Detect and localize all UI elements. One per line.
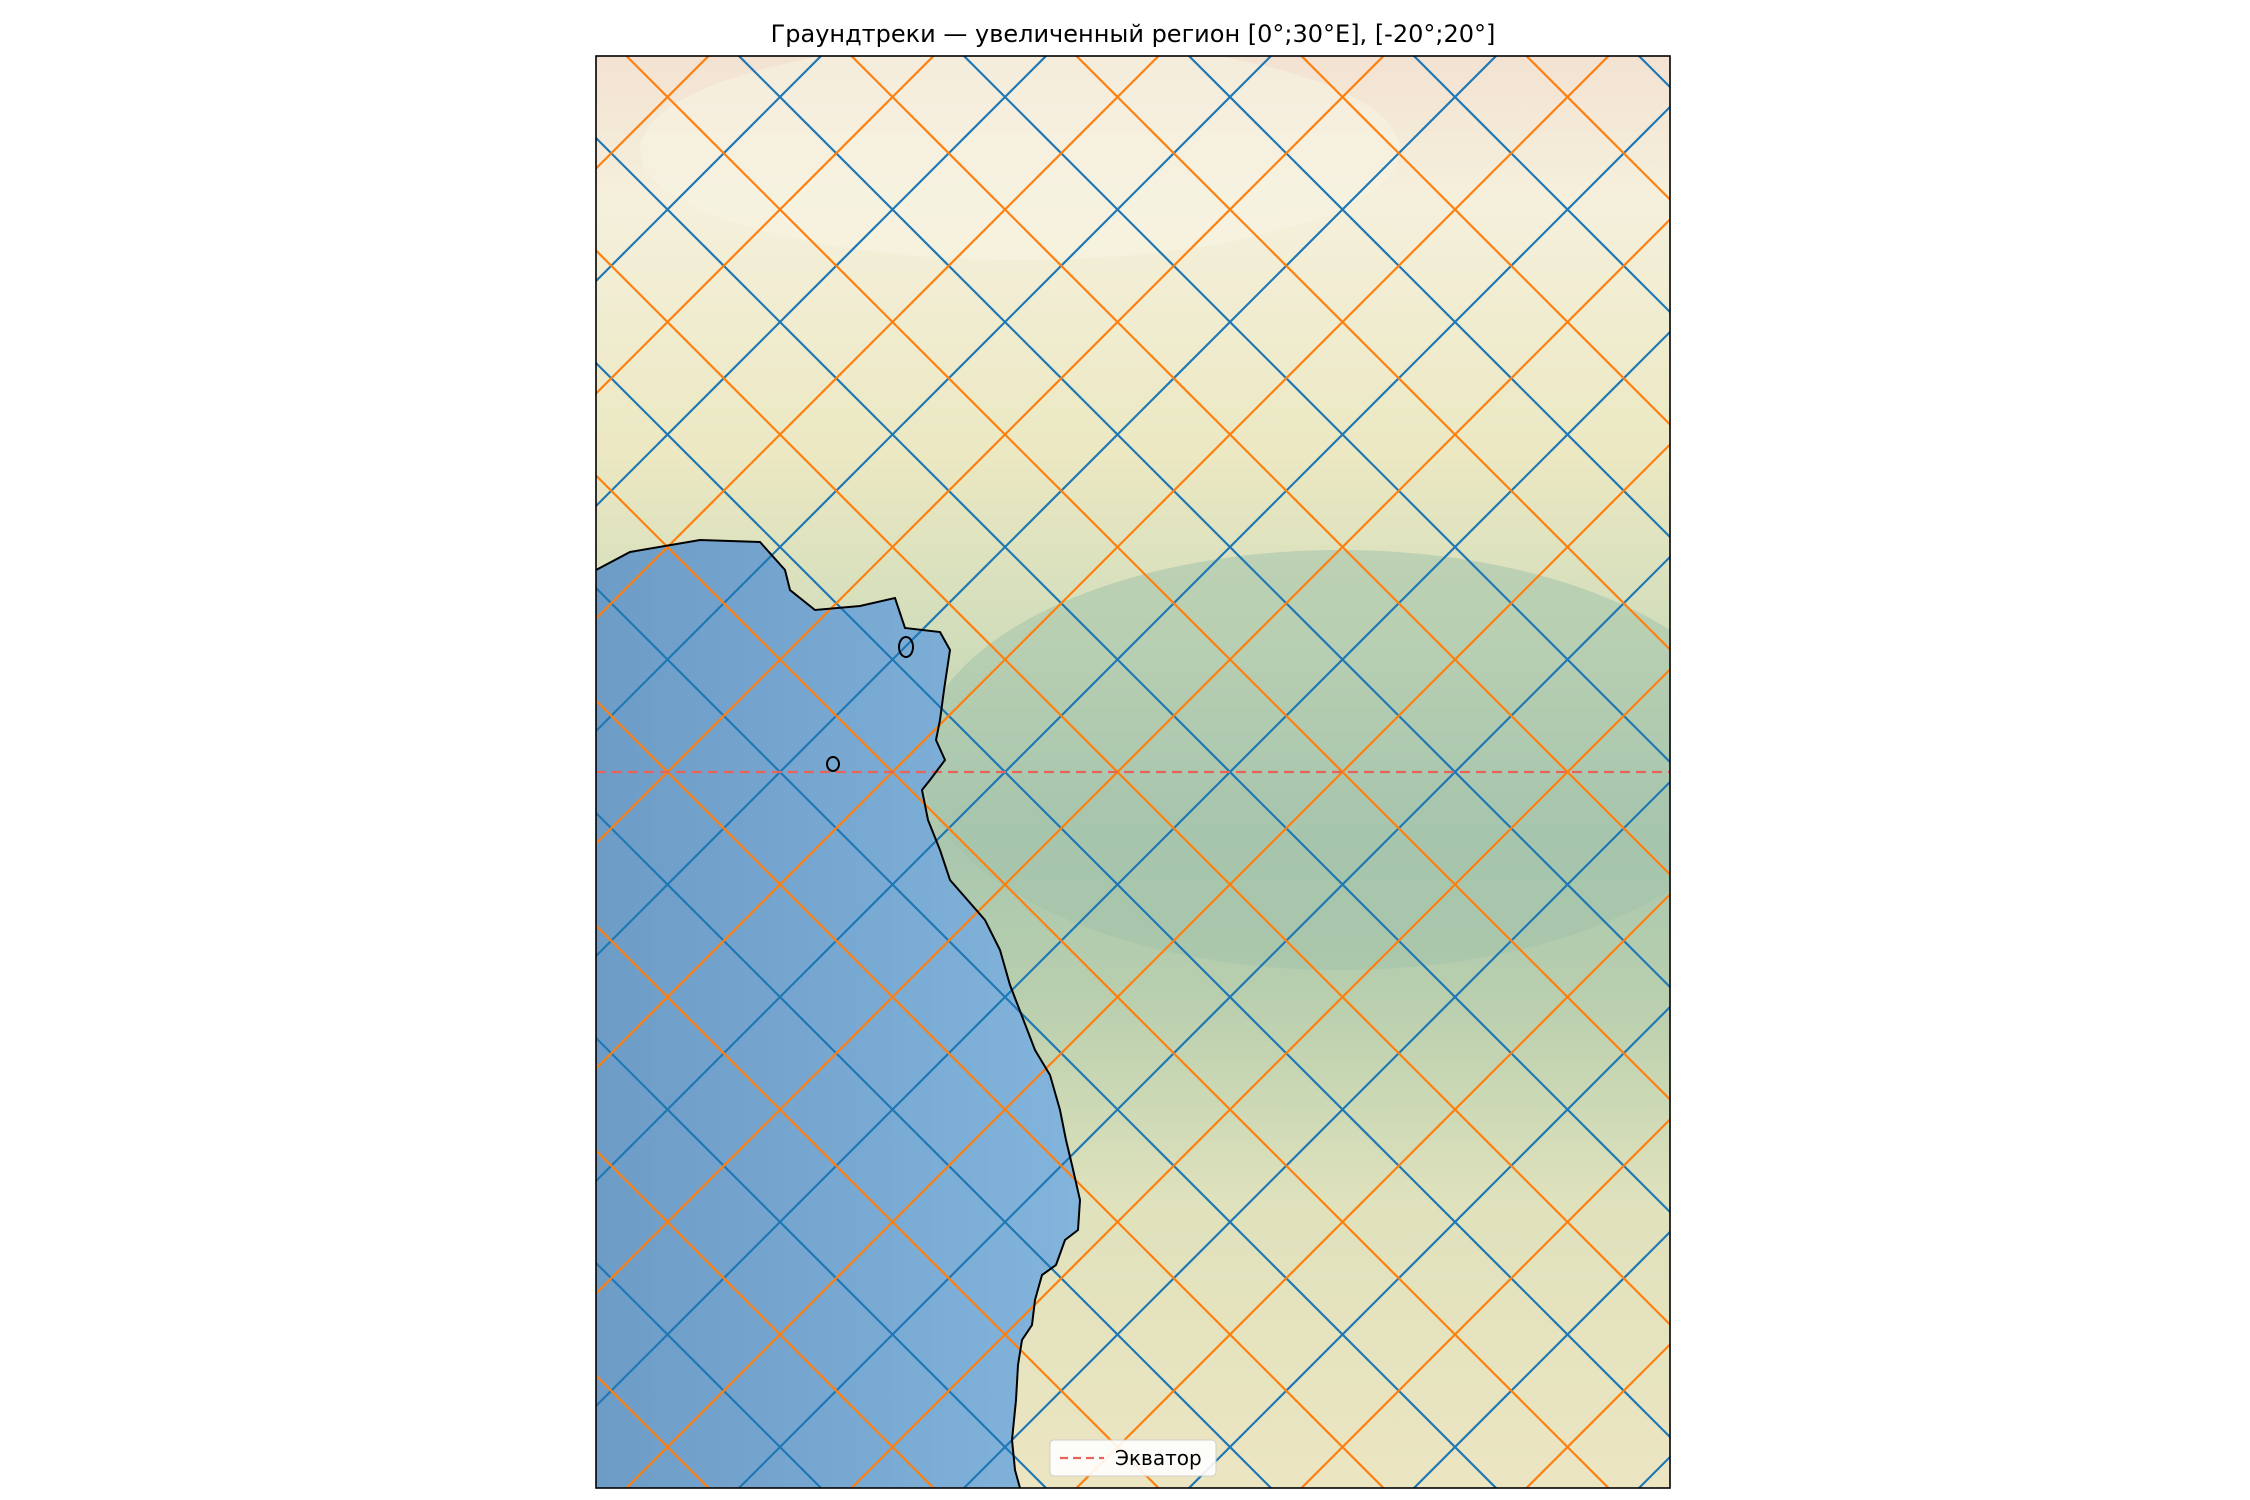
ground-track-line-8 bbox=[596, 811, 1272, 1488]
coastline bbox=[596, 538, 1082, 1488]
ground-track-line-6 bbox=[596, 1036, 1047, 1488]
ground-track-line-0 bbox=[0, 56, 371, 1488]
ocean-area bbox=[596, 540, 1080, 1488]
ground-track-line-55 bbox=[1977, 56, 2250, 1488]
ground-track-line-18 bbox=[963, 56, 1670, 764]
ground-track-line-21 bbox=[1188, 1005, 1670, 1488]
ground-track-line-22 bbox=[1413, 56, 1670, 314]
ground-track-line-46 bbox=[1075, 56, 1670, 652]
ground-track-line-48 bbox=[1300, 56, 1670, 427]
ground-track-line-32 bbox=[596, 1148, 935, 1488]
ground-track-line-34 bbox=[596, 923, 1160, 1488]
ground-track-line-43 bbox=[625, 442, 1670, 1488]
legend-box bbox=[1049, 1439, 1217, 1477]
ground-track-line-45 bbox=[850, 667, 1670, 1488]
ground-track-line-27 bbox=[1864, 56, 2250, 1488]
ground-track-line-24 bbox=[1638, 56, 1670, 89]
ground-track-line-35 bbox=[596, 56, 1160, 621]
legend: Экватор bbox=[1049, 1439, 1217, 1477]
ground-track-line-20 bbox=[1188, 56, 1670, 539]
ground-track-line-25 bbox=[1638, 1455, 1670, 1488]
ground-track-line-7 bbox=[596, 56, 1047, 508]
ground-track-line-53 bbox=[1752, 56, 2250, 1488]
ground-track-line-9 bbox=[596, 56, 1272, 733]
desert-region bbox=[640, 56, 1400, 260]
ground-track-line-2 bbox=[596, 1486, 597, 1488]
ground-track-line-33 bbox=[596, 56, 935, 396]
map-frame bbox=[595, 55, 1671, 1489]
ground-track-line-19 bbox=[963, 780, 1670, 1488]
forest-region bbox=[920, 550, 1670, 970]
ground-track-line-1 bbox=[0, 56, 371, 1488]
ground-track-line-29 bbox=[0, 56, 484, 1488]
ground-track-line-3 bbox=[596, 56, 597, 58]
ground-track-line-54 bbox=[1977, 56, 2250, 1488]
ground-track-line-52 bbox=[1752, 56, 2250, 1488]
map-title: Граундтреки — увеличенный регион [0°;30°… bbox=[771, 20, 1496, 48]
ground-track-line-26 bbox=[1864, 56, 2250, 1488]
ground-track-line-23 bbox=[1413, 1230, 1670, 1488]
island-bioko bbox=[898, 636, 914, 658]
ground-track-line-28 bbox=[0, 56, 484, 1488]
ground-track-line-17 bbox=[738, 555, 1670, 1488]
island-sao-tome bbox=[826, 756, 840, 772]
ground-track-line-49 bbox=[1300, 1117, 1670, 1488]
legend-equator-label: Экватор bbox=[1115, 1446, 1202, 1470]
ground-track-line-47 bbox=[1075, 892, 1670, 1488]
